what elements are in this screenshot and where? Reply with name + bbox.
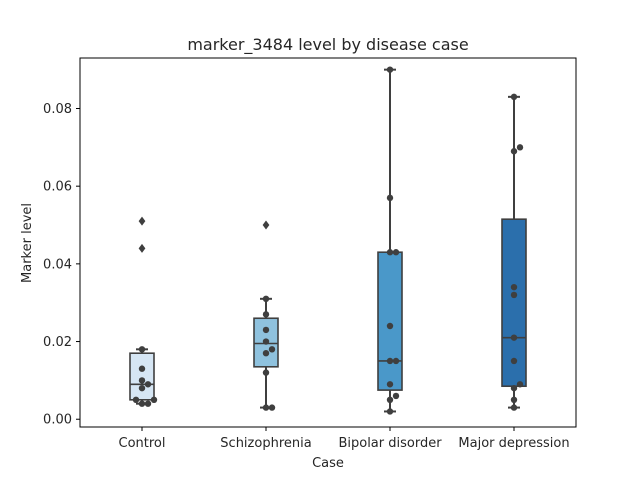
data-point [510, 334, 518, 341]
data-point [150, 396, 158, 404]
data-point [386, 194, 394, 202]
data-point [516, 144, 524, 151]
y-tick-label: 0.02 [43, 335, 72, 350]
outlier-marker [138, 216, 146, 226]
outlier-marker [262, 220, 270, 230]
data-point [268, 404, 276, 411]
data-point [262, 404, 270, 411]
box-0 [129, 352, 155, 401]
data-point [138, 384, 146, 392]
data-point [392, 357, 400, 365]
data-point [392, 249, 400, 256]
y-tick-label: 0.08 [43, 102, 72, 117]
data-point [516, 381, 524, 388]
y-tick-label: 0.04 [43, 257, 72, 272]
data-point [138, 400, 146, 407]
data-point [510, 291, 518, 299]
y-tick-label: 0.00 [43, 413, 72, 428]
data-point [510, 93, 518, 101]
x-tick-label: Bipolar disorder [338, 436, 442, 451]
data-point [144, 381, 152, 388]
data-point [386, 66, 394, 73]
data-point [510, 148, 518, 155]
data-point [386, 249, 394, 256]
data-point [144, 400, 152, 407]
data-point [510, 357, 518, 365]
data-point [262, 338, 270, 345]
data-point [510, 283, 518, 291]
data-point [386, 408, 394, 415]
y-tick-label: 0.06 [43, 180, 72, 195]
data-point [392, 392, 400, 400]
data-point [510, 396, 518, 404]
y-axis-label: Marker level [20, 203, 35, 283]
data-point [132, 396, 140, 404]
x-axis-label: Case [312, 456, 344, 471]
data-point [138, 377, 146, 384]
x-tick-label: Major depression [458, 436, 569, 451]
data-point [386, 357, 394, 365]
data-point [510, 384, 518, 392]
data-point [262, 326, 270, 334]
x-tick-label: Control [119, 436, 166, 451]
plot-area: 0.00 0.02 0.04 0.06 0.08 Control Schizophrenia… [43, 57, 577, 451]
data-point [386, 381, 394, 388]
data-point [138, 346, 146, 353]
chart-title: marker_3484 level by disease case [187, 35, 468, 55]
box-2 [377, 251, 403, 391]
x-tick-label: Schizophrenia [220, 436, 311, 451]
data-point [510, 404, 518, 411]
axes-frame [79, 57, 577, 428]
outlier-marker [138, 243, 146, 253]
data-point [262, 311, 270, 318]
data-point [138, 365, 146, 372]
data-point [268, 346, 276, 353]
data-point [262, 295, 270, 303]
data-point [262, 369, 270, 376]
data-point [386, 322, 394, 330]
data-point [262, 350, 270, 357]
data-point [386, 396, 394, 404]
